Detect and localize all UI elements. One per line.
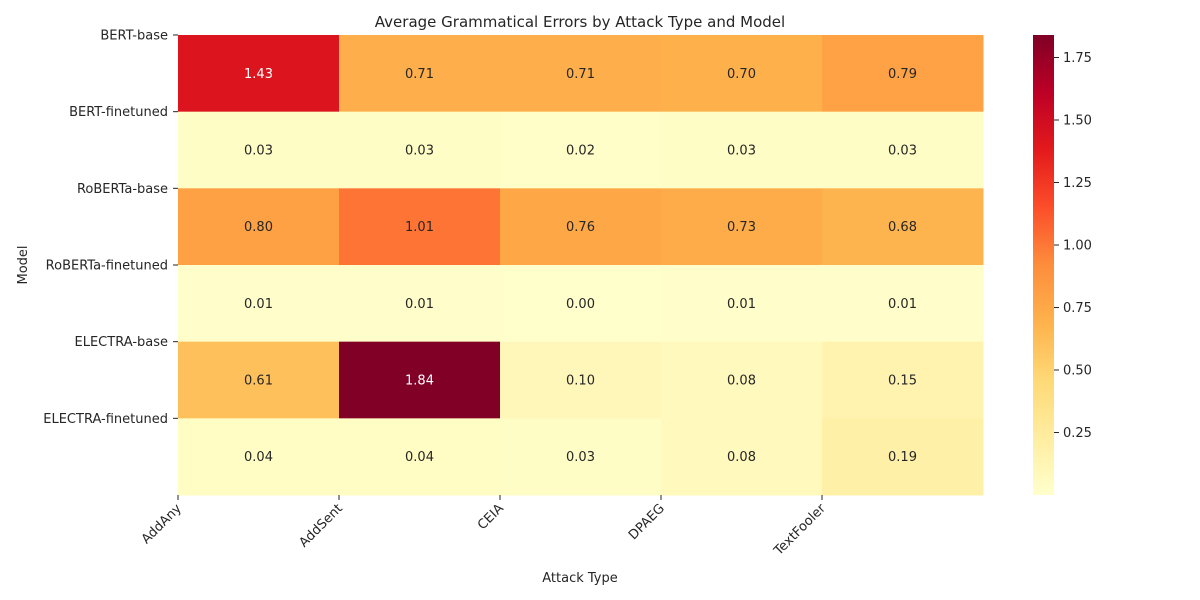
- heatmap-cell: [661, 341, 823, 419]
- heatmap-cell: [500, 188, 662, 266]
- y-axis: BERT-base BERT-finetuned RoBERTa-base RoBER…: [43, 29, 178, 427]
- colorbar: [1033, 35, 1054, 495]
- cell-value-label: 1.43: [244, 67, 273, 82]
- heatmap-cell: [178, 188, 340, 266]
- heatmap-cells: [178, 35, 984, 496]
- cell-value-label: 1.01: [405, 220, 434, 235]
- heatmap-cell: [661, 111, 823, 189]
- y-axis-label: Model: [16, 245, 31, 284]
- cell-value-label: 0.73: [727, 220, 756, 235]
- heatmap-cell: [500, 35, 662, 113]
- colorbar-tick-label: 0.75: [1063, 301, 1092, 316]
- cell-value-label: 0.01: [405, 297, 434, 312]
- heatmap-cell: [822, 418, 984, 496]
- heatmap-cell: [178, 35, 340, 113]
- cell-value-label: 0.04: [405, 450, 434, 465]
- x-axis: AddAny AddSent CEIA DPAEG TextFooler: [139, 495, 829, 559]
- cell-value-label: 0.15: [888, 374, 917, 389]
- cell-value-label: 0.80: [244, 220, 273, 235]
- cell-value-label: 0.08: [727, 450, 756, 465]
- heatmap-cell: [661, 418, 823, 496]
- heatmap-cell: [339, 265, 501, 343]
- heatmap-cell: [339, 341, 501, 419]
- cell-value-label: 0.19: [888, 450, 917, 465]
- colorbar-tick-label: 1.25: [1063, 176, 1092, 191]
- cell-value-label: 0.61: [244, 374, 273, 389]
- cell-value-label: 0.68: [888, 220, 917, 235]
- heatmap-cell: [339, 111, 501, 189]
- y-tick-label: ELECTRA-finetuned: [43, 412, 168, 427]
- heatmap-cell: [339, 418, 501, 496]
- heatmap-cell: [178, 418, 340, 496]
- heatmap-cell: [178, 111, 340, 189]
- heatmap-cell: [661, 35, 823, 113]
- cell-value-label: 0.01: [727, 297, 756, 312]
- heatmap-cell: [178, 341, 340, 419]
- y-tick-label: RoBERTa-base: [77, 182, 168, 197]
- heatmap-cell: [500, 265, 662, 343]
- x-tick-label: CEIA: [475, 501, 507, 533]
- heatmap-cell: [822, 341, 984, 419]
- x-tick-label: AddAny: [139, 501, 185, 547]
- colorbar-tick-label: 0.25: [1063, 426, 1092, 441]
- heatmap-cell: [500, 341, 662, 419]
- heatmap-cell: [500, 418, 662, 496]
- heatmap-cell-labels: 1.43 0.71 0.71 0.70 0.79 0.03 0.03 0.02 0.03 0.03…: [244, 67, 917, 465]
- heatmap-cell: [822, 188, 984, 266]
- cell-value-label: 0.71: [566, 67, 595, 82]
- x-tick-label: AddSent: [296, 501, 345, 550]
- colorbar-tick-label: 1.00: [1063, 239, 1092, 254]
- heatmap-cell: [339, 188, 501, 266]
- heatmap-cell: [822, 111, 984, 189]
- cell-value-label: 0.03: [405, 144, 434, 159]
- y-tick-label: BERT-base: [100, 29, 168, 44]
- colorbar-tick-label: 0.50: [1063, 364, 1092, 379]
- cell-value-label: 0.03: [727, 144, 756, 159]
- x-tick-label: TextFooler: [771, 501, 830, 560]
- y-tick-label: ELECTRA-base: [75, 335, 168, 350]
- colorbar-tick-label: 1.50: [1063, 114, 1092, 129]
- cell-value-label: 0.00: [566, 297, 595, 312]
- heatmap-cell: [500, 111, 662, 189]
- heatmap-cell: [822, 265, 984, 343]
- y-tick-label: BERT-finetuned: [69, 105, 168, 120]
- heatmap-cell: [822, 35, 984, 113]
- heatmap-cell: [661, 188, 823, 266]
- heatmap-cell: [661, 265, 823, 343]
- cell-value-label: 0.70: [727, 67, 756, 82]
- cell-value-label: 0.01: [888, 297, 917, 312]
- cell-value-label: 0.71: [405, 67, 434, 82]
- cell-value-label: 0.08: [727, 374, 756, 389]
- chart-title: Average Grammatical Errors by Attack Typ…: [375, 13, 785, 31]
- heatmap-cell: [178, 265, 340, 343]
- cell-value-label: 1.84: [405, 374, 434, 389]
- colorbar-axis: 0.25 0.50 0.75 1.00 1.25 1.50 1.75: [1054, 51, 1092, 441]
- cell-value-label: 0.79: [888, 67, 917, 82]
- colorbar-tick-label: 1.75: [1063, 51, 1092, 66]
- cell-value-label: 0.03: [244, 144, 273, 159]
- x-tick-label: DPAEG: [626, 501, 668, 543]
- x-axis-label: Attack Type: [542, 571, 618, 586]
- cell-value-label: 0.01: [244, 297, 273, 312]
- cell-value-label: 0.02: [566, 144, 595, 159]
- heatmap-cell: [339, 35, 501, 113]
- cell-value-label: 0.04: [244, 450, 273, 465]
- cell-value-label: 0.03: [888, 144, 917, 159]
- cell-value-label: 0.03: [566, 450, 595, 465]
- cell-value-label: 0.76: [566, 220, 595, 235]
- cell-value-label: 0.10: [566, 374, 595, 389]
- y-tick-label: RoBERTa-finetuned: [46, 259, 168, 274]
